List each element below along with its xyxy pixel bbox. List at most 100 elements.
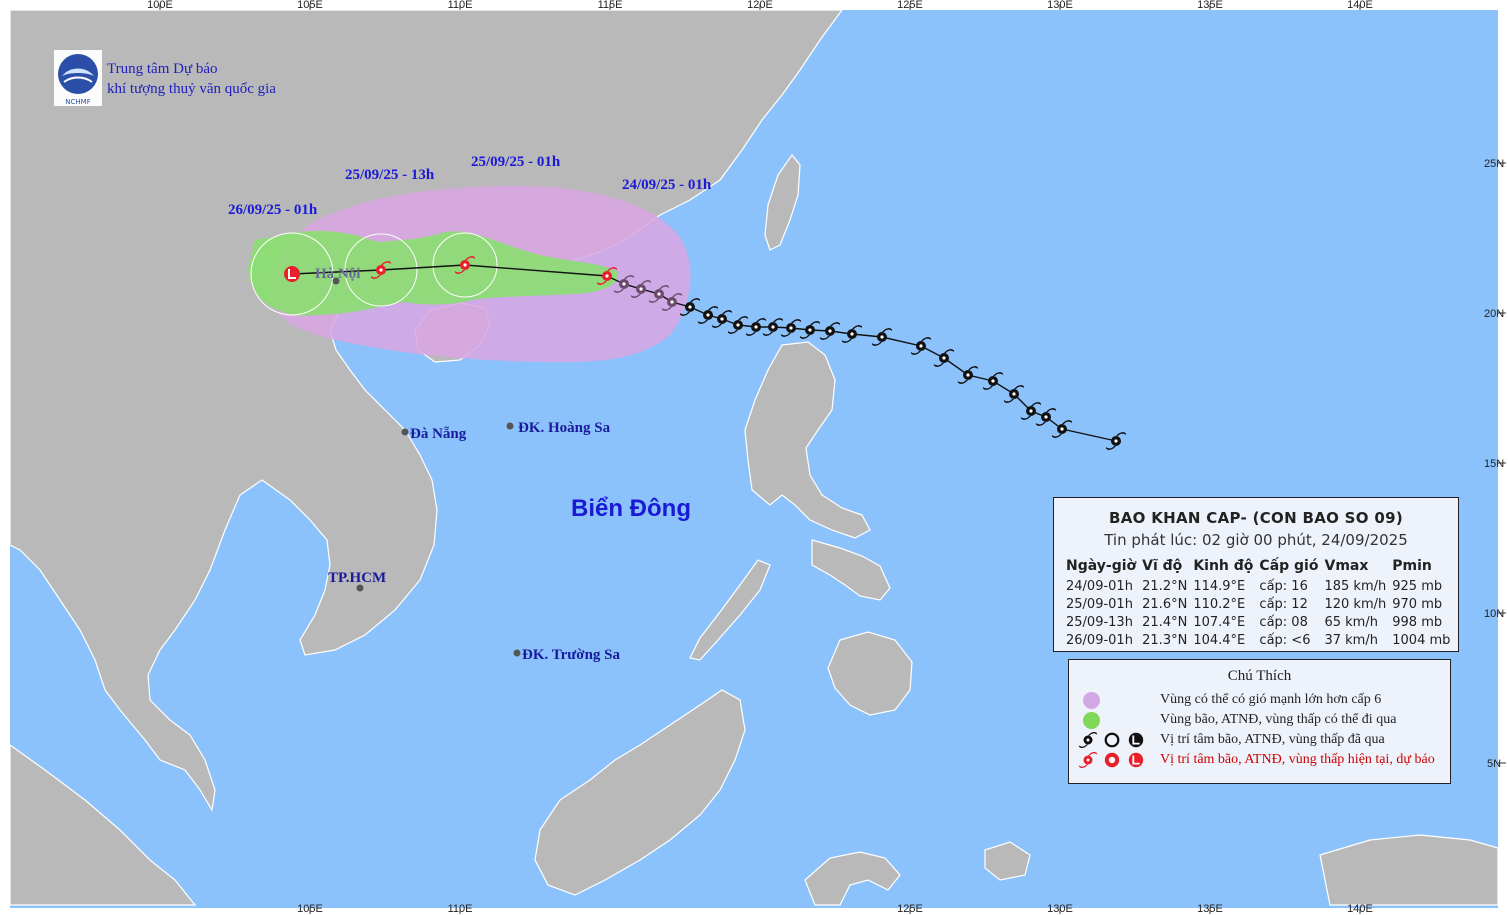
agency-header: NCHMF Trung tâm Dự báo khí tượng thuỷ vă… xyxy=(54,50,276,106)
danger-zones xyxy=(248,185,691,362)
cities: Hà Nội Đà Nẵng ĐK. Hoàng Sa ĐK. Trường S… xyxy=(315,266,621,663)
legend-item: Vị trí tâm bão, ATNĐ, vùng thấp đã qua xyxy=(1079,730,1385,750)
col-header: Pmin xyxy=(1392,558,1432,574)
forecast-low-icon xyxy=(284,266,300,282)
land-borneo xyxy=(534,689,746,896)
nchmf-logo: NCHMF xyxy=(54,50,102,106)
table-cell: 26/09-01h xyxy=(1066,632,1133,648)
legend-item: Vùng bão, ATNĐ, vùng thấp có thể đi qua xyxy=(1079,710,1396,730)
lat-label: 20N xyxy=(1484,308,1504,320)
legend-item-label: Vùng bão, ATNĐ, vùng thấp có thể đi qua xyxy=(1160,712,1397,727)
time-label: 24/09/25 - 01h xyxy=(622,177,712,193)
land-luzon xyxy=(744,341,871,539)
lon-label: 105E xyxy=(297,903,323,915)
hcm-label: TP.HCM xyxy=(328,570,386,586)
longitude-labels-top: 100E 105E 110E 115E 120E 125E 130E 135E … xyxy=(147,0,1373,11)
past-low-icon xyxy=(1128,732,1144,748)
table-cell: 998 mb xyxy=(1392,614,1443,630)
hanoi-marker xyxy=(332,277,340,285)
col-header: Ngày-giờ xyxy=(1066,558,1137,574)
danang-marker xyxy=(401,428,409,436)
bulletin-title: BAO KHAN CAP- (CON BAO SO 09) xyxy=(1109,509,1403,527)
hanoi-label: Hà Nội xyxy=(315,266,360,282)
logo-text: NCHMF xyxy=(65,98,90,106)
land-visayas xyxy=(811,539,891,601)
time-label: 25/09/25 - 13h xyxy=(345,167,435,183)
bulletin-table: Ngày-giờ Vĩ độ Kinh độ Cấp gió Vmax Pmin… xyxy=(1063,558,1453,649)
current-storm-icon xyxy=(1079,752,1097,768)
legend-item: Vị trí tâm bão, ATNĐ, vùng thấp hiện tại… xyxy=(1079,750,1435,770)
hcm-marker xyxy=(356,584,364,592)
center-name-line2: khí tượng thuỷ văn quốc gia xyxy=(107,81,276,97)
table-cell: 185 km/h xyxy=(1324,578,1387,594)
lon-label: 140E xyxy=(1347,0,1373,11)
table-cell: 110.2°E xyxy=(1193,596,1246,612)
sea-label: Biển Đông xyxy=(571,495,691,522)
table-cell: 65 km/h xyxy=(1324,614,1378,630)
storm-zone-green xyxy=(248,230,619,316)
land-small-island-east xyxy=(984,841,1031,881)
land-palawan xyxy=(689,559,771,661)
table-cell: 21.6°N xyxy=(1142,596,1188,612)
latlon-ticks xyxy=(159,4,1506,914)
forecast-track-line xyxy=(291,264,608,277)
lon-label: 140E xyxy=(1347,903,1373,915)
truongsa-marker xyxy=(513,649,521,657)
lat-label: 10N xyxy=(1484,608,1504,620)
center-name-line1: Trung tâm Dự báo xyxy=(107,61,218,77)
time-label: 25/09/25 - 01h xyxy=(471,154,561,170)
legend-box: Chú Thích Vùng có thể có gió mạnh lớn hơ… xyxy=(1068,659,1451,784)
lon-label: 130E xyxy=(1047,903,1073,915)
lat-label: 25N xyxy=(1484,158,1504,170)
table-cell: 21.3°N xyxy=(1142,632,1188,648)
lon-label: 135E xyxy=(1197,903,1223,915)
green-zone-icon xyxy=(1083,711,1100,729)
lon-label: 110E xyxy=(448,903,473,915)
current-low-icon xyxy=(1128,752,1144,768)
current-depression-icon xyxy=(1104,752,1120,768)
land-mindanao xyxy=(827,631,913,716)
lat-label: 15N xyxy=(1484,458,1504,470)
table-cell: 37 km/h xyxy=(1324,632,1378,648)
table-cell: 25/09-01h xyxy=(1066,596,1133,612)
table-cell: 107.4°E xyxy=(1193,614,1246,630)
past-storm-icon xyxy=(1079,732,1097,748)
hoangsa-marker xyxy=(506,422,514,430)
lon-label: 125E xyxy=(897,903,923,915)
lon-label: 115E xyxy=(598,0,623,11)
table-cell: 970 mb xyxy=(1392,596,1443,612)
table-cell: 120 km/h xyxy=(1324,596,1387,612)
table-row: 26/09-01h 21.3°N 104.4°E cấp: <6 37 km/h… xyxy=(1063,631,1453,649)
table-cell: 1004 mb xyxy=(1392,632,1451,648)
table-cell: 25/09-13h xyxy=(1066,614,1133,630)
lat-label: 5N xyxy=(1487,758,1501,770)
legend-title: Chú Thích xyxy=(1227,668,1292,684)
col-header: Vmax xyxy=(1324,558,1369,574)
col-header: Cấp gió xyxy=(1259,558,1319,574)
bulletin-box: BAO KHAN CAP- (CON BAO SO 09) Tin phát l… xyxy=(1053,497,1459,652)
time-label: 26/09/25 - 01h xyxy=(228,202,318,218)
legend-item: Vùng có thể có gió mạnh lớn hơn cấp 6 xyxy=(1079,690,1381,710)
col-header: Vĩ độ xyxy=(1142,558,1183,574)
table-row: 25/09-01h 21.6°N 110.2°E cấp: 12 120 km/… xyxy=(1063,595,1453,613)
table-row: 24/09-01h 21.2°N 114.9°E cấp: 16 185 km/… xyxy=(1063,577,1453,595)
table-cell: 925 mb xyxy=(1392,578,1443,594)
forecast-time-labels: 26/09/25 - 01h 25/09/25 - 13h 25/09/25 -… xyxy=(228,154,712,218)
table-cell: cấp: 16 xyxy=(1259,578,1308,594)
latitude-labels: 25N 20N 15N 10N 5N xyxy=(1484,158,1504,770)
longitude-labels-bottom: 105E 110E 125E 130E 135E 140E xyxy=(297,903,1373,915)
land-taiwan xyxy=(764,153,801,251)
table-cell: 21.4°N xyxy=(1142,614,1188,630)
lon-label: 105E xyxy=(297,0,323,11)
legend-item-label: Vị trí tâm bão, ATNĐ, vùng thấp đã qua xyxy=(1160,732,1385,747)
lon-label: 120E xyxy=(747,0,773,11)
past-depression-icon xyxy=(1104,732,1120,748)
table-header-row: Ngày-giờ Vĩ độ Kinh độ Cấp gió Vmax Pmin xyxy=(1063,558,1453,577)
legend-item-label: Vùng có thể có gió mạnh lớn hơn cấp 6 xyxy=(1160,692,1382,707)
table-cell: 114.9°E xyxy=(1193,578,1246,594)
truongsa-label: ĐK. Trường Sa xyxy=(522,647,621,663)
lon-label: 125E xyxy=(897,0,923,11)
table-cell: cấp: <6 xyxy=(1259,632,1311,648)
table-row: 25/09-13h 21.4°N 107.4°E cấp: 08 65 km/h… xyxy=(1063,613,1453,631)
